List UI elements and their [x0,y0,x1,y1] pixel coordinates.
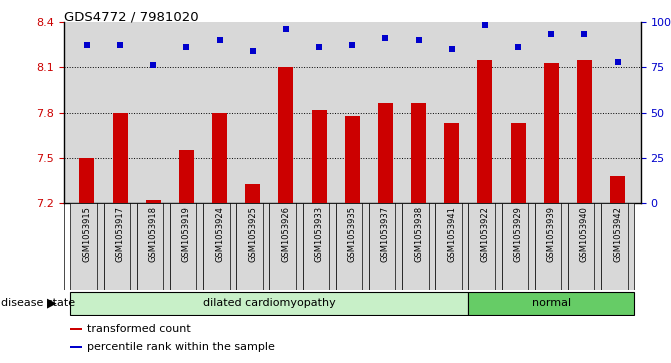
Bar [444,123,459,203]
Bar [203,203,236,290]
Bar [246,184,260,203]
Bar [269,203,303,290]
Bar [113,113,127,203]
Point [248,48,258,54]
Text: transformed count: transformed count [87,324,191,334]
Bar [170,203,203,290]
Point [82,42,93,48]
Text: GSM1053924: GSM1053924 [215,206,224,262]
Point [148,62,158,68]
Bar [468,203,501,290]
Bar [70,292,468,314]
Text: ▶: ▶ [48,297,57,310]
Text: GSM1053929: GSM1053929 [513,206,523,262]
Text: GSM1053915: GSM1053915 [83,206,91,262]
Point [480,23,491,28]
Text: GSM1053942: GSM1053942 [613,206,622,262]
Bar [435,203,468,290]
Bar [378,103,393,203]
Point [115,42,125,48]
Bar [137,203,170,290]
Point [612,59,623,65]
Text: normal: normal [531,298,571,307]
Bar [535,203,568,290]
Bar [568,203,601,290]
Bar [501,203,535,290]
Text: GDS4772 / 7981020: GDS4772 / 7981020 [64,11,199,24]
Bar [103,203,137,290]
Bar [577,60,592,203]
Point [579,32,590,37]
Bar [278,67,293,203]
Text: GSM1053922: GSM1053922 [480,206,489,262]
Text: GSM1053937: GSM1053937 [381,206,390,262]
Bar [369,203,402,290]
Text: GSM1053925: GSM1053925 [248,206,257,262]
Text: percentile rank within the sample: percentile rank within the sample [87,342,274,352]
Bar [146,200,161,203]
Bar [610,176,625,203]
Bar [70,346,83,348]
Text: GSM1053926: GSM1053926 [281,206,291,262]
Point [280,26,291,32]
Text: GSM1053919: GSM1053919 [182,206,191,262]
Text: GSM1053935: GSM1053935 [348,206,357,262]
Bar [212,113,227,203]
Text: GSM1053940: GSM1053940 [580,206,589,262]
Bar [70,203,103,290]
Bar [179,150,194,203]
Bar [601,203,634,290]
Text: GSM1053938: GSM1053938 [414,206,423,262]
Text: GSM1053941: GSM1053941 [448,206,456,262]
Point [546,32,557,37]
Point [214,37,225,43]
Bar [544,62,559,203]
Text: GSM1053918: GSM1053918 [149,206,158,262]
Text: GSM1053939: GSM1053939 [547,206,556,262]
Bar [478,60,493,203]
Bar [236,203,269,290]
Bar [70,328,83,330]
Bar [411,103,426,203]
Bar [402,203,435,290]
Text: GSM1053933: GSM1053933 [315,206,323,262]
Bar [336,203,369,290]
Text: dilated cardiomyopathy: dilated cardiomyopathy [203,298,336,307]
Text: GSM1053917: GSM1053917 [115,206,125,262]
Point [380,35,391,41]
Point [446,46,457,52]
Point [314,44,325,50]
Point [181,44,192,50]
Bar [303,203,336,290]
Bar [311,110,327,203]
Bar [511,123,525,203]
Text: disease state: disease state [1,298,75,308]
Point [513,44,523,50]
Point [347,42,358,48]
Bar [345,115,360,203]
Point [413,37,424,43]
Bar [79,158,95,203]
Bar [468,292,634,314]
